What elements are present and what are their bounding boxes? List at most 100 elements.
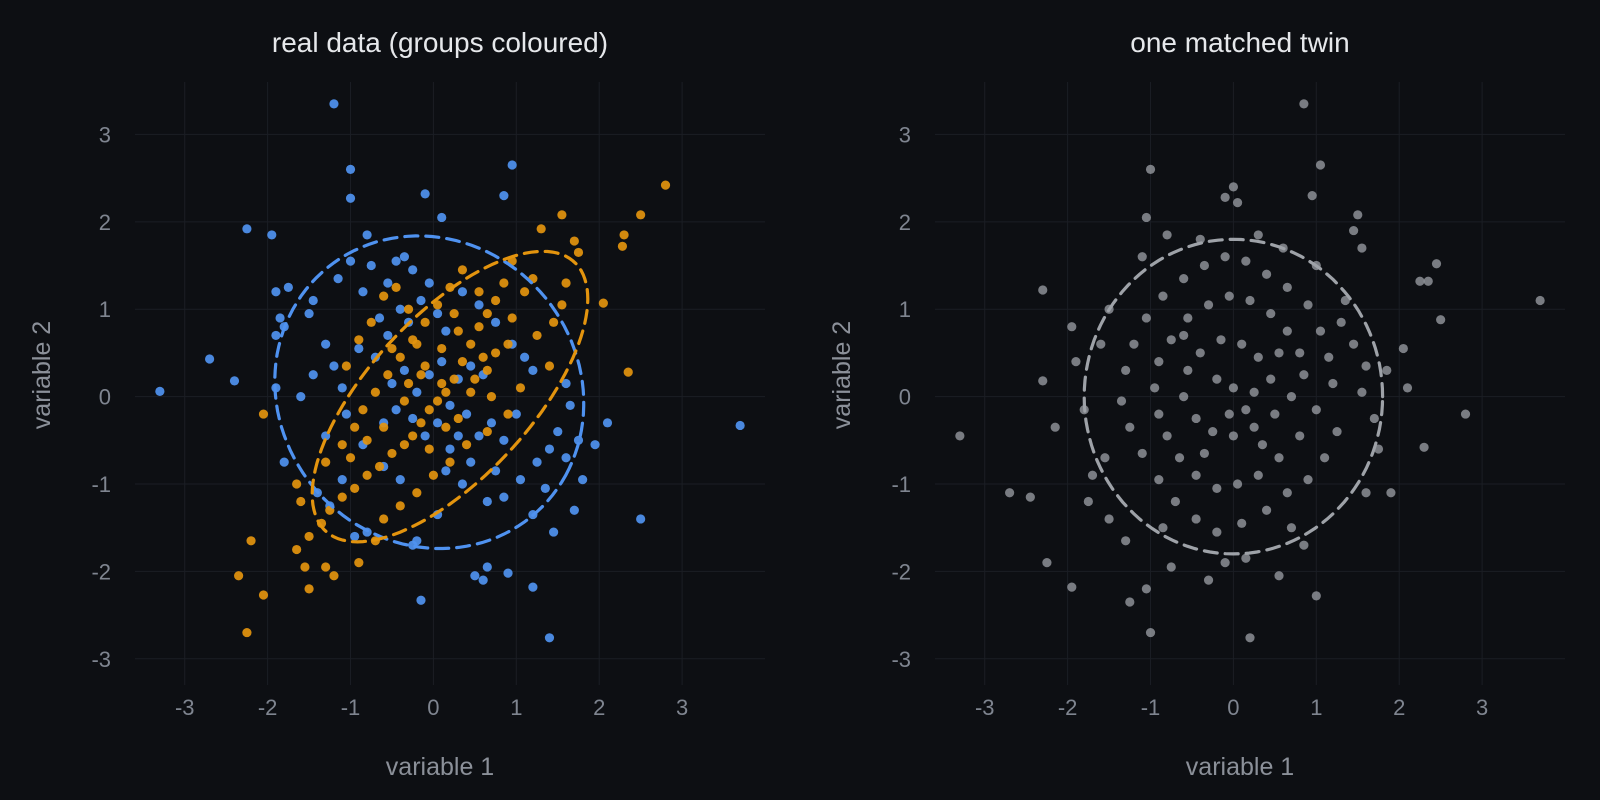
- left-scatter-point: [358, 287, 368, 297]
- left-scatter-point: [304, 531, 314, 542]
- right-scatter-point: [1005, 488, 1015, 498]
- left-scatter-point: [395, 475, 405, 485]
- right-scatter-point: [1274, 453, 1284, 463]
- left-panel: real data (groups coloured) variable 1 v…: [28, 27, 765, 781]
- right-scatter-point: [1274, 571, 1284, 581]
- left-scatter-point: [337, 440, 347, 450]
- left-scatter-point: [416, 295, 426, 306]
- right-panel-title: one matched twin: [1130, 27, 1349, 58]
- right-scatter-point: [1137, 448, 1147, 459]
- left-scatter-point: [258, 590, 269, 600]
- left-scatter-point: [573, 435, 584, 445]
- right-ellipses: [1082, 237, 1385, 556]
- right-scatter-point: [1295, 348, 1305, 358]
- left-scatter-point: [383, 370, 393, 380]
- right-scatter-point: [1224, 291, 1234, 301]
- right-scatter-point: [1158, 523, 1168, 533]
- right-x-tick-label: 3: [1476, 695, 1488, 720]
- right-scatter-point: [1237, 339, 1247, 349]
- right-scatter-point: [1460, 409, 1471, 419]
- left-scatter-point: [470, 374, 480, 384]
- right-scatter-point: [1038, 376, 1048, 386]
- right-scatter-point: [1183, 365, 1193, 375]
- left-scatter-point: [424, 444, 434, 454]
- left-scatter-point: [490, 348, 501, 358]
- left-scatter-point: [636, 210, 646, 220]
- right-y-tick-label: -2: [891, 559, 911, 584]
- left-scatter-point: [532, 330, 542, 341]
- left-scatter-point: [532, 457, 542, 467]
- right-scatter-point: [1320, 453, 1330, 463]
- left-scatter-point: [271, 330, 281, 341]
- right-scatter-point: [1141, 584, 1151, 594]
- right-scatter-point: [1191, 470, 1201, 480]
- right-scatter-point: [1232, 479, 1243, 489]
- left-scatter-point: [246, 536, 256, 546]
- left-scatter-point: [466, 387, 476, 397]
- right-scatter-point: [1212, 483, 1222, 493]
- left-y-tick-label: 3: [99, 122, 111, 147]
- right-scatter-point: [1191, 514, 1201, 524]
- left-scatter-point: [573, 247, 584, 258]
- left-scatter-point: [329, 361, 339, 371]
- left-scatter-point: [461, 440, 472, 450]
- right-scatter-point: [1228, 383, 1239, 393]
- right-scatter-point: [1402, 383, 1413, 393]
- left-scatter-point: [565, 400, 575, 410]
- left-scatter-point: [528, 582, 538, 592]
- right-x-axis-label: variable 1: [1186, 753, 1294, 781]
- right-scatter-point: [1154, 475, 1164, 485]
- right-x-tick-label: 0: [1227, 695, 1239, 720]
- right-scatter-point: [1071, 357, 1081, 367]
- right-ticks: -3 -2 -1 0 1 2 3 -3 -2 -1 0 1 2 3: [891, 122, 1488, 720]
- right-scatter-point: [1141, 212, 1151, 223]
- right-scatter-point: [1220, 192, 1230, 202]
- right-panel: one matched twin variable 1 variable 2 -…: [828, 27, 1565, 781]
- right-scatter-point: [1349, 339, 1359, 349]
- left-scatter-point: [602, 418, 613, 428]
- left-scatter-point: [408, 431, 418, 441]
- right-scatter-point: [1257, 440, 1268, 450]
- right-scatter-point: [1299, 540, 1309, 550]
- left-scatter-point: [466, 457, 476, 467]
- left-scatter-point: [350, 422, 360, 432]
- right-scatter-point: [1199, 448, 1210, 459]
- left-scatter-point: [499, 492, 509, 502]
- right-points: [955, 99, 1545, 643]
- right-x-tick-label: -3: [975, 695, 995, 720]
- left-scatter-point: [229, 376, 240, 386]
- right-scatter-point: [1212, 374, 1222, 384]
- left-scatter-point: [515, 383, 526, 393]
- right-scatter-point: [1220, 252, 1230, 262]
- right-scatter-point: [1299, 99, 1309, 109]
- left-scatter-point: [561, 453, 571, 463]
- left-scatter-point: [449, 308, 459, 319]
- left-scatter-point: [437, 343, 447, 354]
- left-scatter-point: [258, 409, 269, 419]
- right-y-tick-label: 1: [899, 297, 911, 322]
- left-scatter-point: [569, 236, 579, 246]
- left-scatter-point: [391, 405, 401, 415]
- right-confidence-ellipse: [1082, 237, 1385, 556]
- right-scatter-point: [1125, 422, 1135, 432]
- left-y-axis-label: variable 2: [28, 321, 56, 429]
- left-scatter-point: [366, 317, 376, 327]
- left-scatter-point: [520, 352, 530, 362]
- right-scatter-point: [1125, 597, 1135, 607]
- left-scatter-point: [503, 568, 513, 578]
- left-scatter-point: [379, 514, 389, 524]
- left-scatter-point: [337, 492, 347, 502]
- left-scatter-point: [441, 466, 451, 476]
- right-scatter-point: [1282, 326, 1292, 336]
- left-x-tick-label: 1: [510, 695, 522, 720]
- left-scatter-point: [482, 365, 492, 375]
- left-scatter-point: [321, 339, 331, 349]
- left-scatter-point: [590, 440, 600, 450]
- left-x-tick-label: 0: [427, 695, 439, 720]
- left-scatter-point: [399, 365, 410, 375]
- left-scatter-point: [499, 278, 509, 288]
- right-scatter-point: [1382, 365, 1392, 375]
- left-scatter-point: [569, 505, 579, 515]
- left-scatter-point: [416, 418, 426, 428]
- left-scatter-point: [445, 457, 455, 467]
